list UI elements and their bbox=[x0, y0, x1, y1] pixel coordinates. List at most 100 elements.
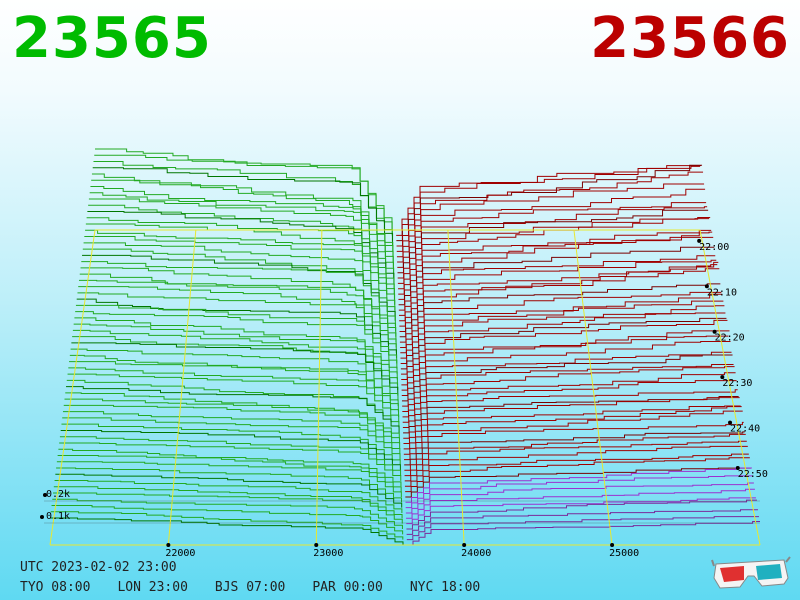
clock-par: PAR 00:00 bbox=[312, 580, 383, 595]
bid-depth-line bbox=[69, 361, 399, 412]
ask-depth-line bbox=[403, 406, 742, 450]
ask-depth-line bbox=[402, 364, 734, 407]
bid-depth-line bbox=[80, 267, 397, 332]
ask-depth-line bbox=[398, 259, 717, 316]
bid-depth-line bbox=[52, 498, 403, 529]
bid-depth-line bbox=[95, 148, 393, 230]
bid-depth-line bbox=[56, 467, 403, 503]
ask-depth-line bbox=[406, 516, 759, 541]
bid-depth-line bbox=[75, 311, 398, 369]
time-tick-mark bbox=[712, 329, 717, 334]
ask-depth-line bbox=[398, 231, 713, 295]
ask-depth-line bbox=[405, 467, 752, 503]
volume-tick-mark bbox=[40, 515, 44, 519]
utc-time: UTC 2023-02-02 23:00 bbox=[20, 560, 177, 575]
world-clocks: TYO 08:00 LON 23:00 BJS 07:00 PAR 00:00 … bbox=[20, 580, 480, 595]
ask-depth-line bbox=[401, 330, 730, 386]
ask-depth-line bbox=[403, 397, 740, 439]
bid-depth-line bbox=[66, 379, 400, 428]
ask-depth-line bbox=[402, 366, 735, 413]
ask-depth-line bbox=[404, 445, 748, 482]
ask-depth-line bbox=[401, 354, 733, 402]
bid-depth-line bbox=[53, 486, 403, 519]
bid-depth-line bbox=[91, 173, 394, 252]
bid-depth-line bbox=[85, 229, 395, 300]
time-tick-label: 22:10 bbox=[707, 287, 737, 298]
time-tick-label: 22:30 bbox=[722, 378, 752, 389]
ask-depth-line bbox=[399, 268, 720, 332]
chart-axes: 22000 23000 24000 25000 0.1k 0.2k 22:00 22:10 22… bbox=[40, 238, 768, 559]
price-tick-label: 24000 bbox=[461, 548, 491, 559]
bid-depth-line bbox=[64, 398, 400, 444]
price-grid-line bbox=[167, 229, 197, 546]
ask-depth-line bbox=[396, 165, 702, 236]
ask-depth-line bbox=[401, 340, 731, 391]
bid-depth-line bbox=[78, 279, 397, 343]
ask-depth-line bbox=[399, 264, 718, 322]
time-tick-label: 22:50 bbox=[738, 469, 768, 480]
clock-nyc: NYC 18:00 bbox=[409, 580, 481, 595]
price-tick-label: 25000 bbox=[609, 548, 639, 559]
bid-price: 23565 bbox=[12, 6, 212, 71]
bid-depth-line bbox=[73, 323, 398, 380]
ask-depth-line bbox=[396, 188, 706, 258]
ask-depth-line bbox=[404, 453, 749, 487]
time-tick-mark bbox=[720, 375, 725, 380]
ask-price: 23566 bbox=[590, 6, 790, 71]
time-tick-mark bbox=[697, 238, 702, 243]
ask-depth-line bbox=[397, 218, 710, 279]
bid-depth-line bbox=[50, 517, 404, 545]
ask-depth-line bbox=[403, 410, 743, 455]
price-tick-mark bbox=[314, 543, 319, 547]
grid-left-rail bbox=[49, 229, 96, 546]
bid-depth-line bbox=[94, 154, 393, 236]
bid-depth-line bbox=[62, 417, 401, 460]
clock-tyo: TYO 08:00 bbox=[20, 580, 91, 595]
ask-depth-line bbox=[404, 421, 744, 461]
ask-depth-line bbox=[400, 317, 727, 370]
bid-depth-line bbox=[59, 436, 402, 476]
ask-depth-line bbox=[402, 389, 738, 429]
grid-right-rail bbox=[699, 229, 761, 546]
volume-tick-mark bbox=[43, 493, 47, 497]
bid-depth-line bbox=[89, 192, 394, 268]
ask-depth-line bbox=[406, 499, 757, 530]
ask-depth-line bbox=[397, 209, 709, 274]
ask-depth-line bbox=[398, 236, 714, 300]
ask-depth-line bbox=[400, 300, 724, 354]
bid-depth-line bbox=[53, 492, 403, 524]
bid-depth-line bbox=[84, 236, 396, 305]
3d-glasses-icon[interactable] bbox=[710, 556, 792, 590]
bid-depth-line bbox=[57, 454, 402, 492]
ask-depth-line bbox=[405, 475, 753, 509]
ask-depth-line bbox=[399, 283, 721, 338]
bid-depth-line bbox=[68, 367, 400, 417]
clock-bjs: BJS 07:00 bbox=[214, 580, 286, 595]
bid-depth-line bbox=[55, 473, 403, 508]
ask-depth-line bbox=[404, 433, 746, 471]
price-grid-line bbox=[573, 229, 613, 546]
bid-depth-line bbox=[86, 217, 395, 289]
ask-depth-line bbox=[403, 405, 741, 445]
ask-depth-line bbox=[405, 457, 750, 493]
time-tick-label: 22:40 bbox=[730, 424, 760, 435]
bid-depth-line bbox=[51, 504, 404, 535]
bid-depth-line bbox=[66, 386, 400, 433]
bid-depth-line bbox=[78, 286, 397, 348]
time-tick-mark bbox=[735, 466, 740, 471]
bid-depth-line bbox=[67, 373, 400, 423]
ask-depth-line bbox=[397, 216, 711, 284]
ask-depth-line bbox=[404, 431, 745, 466]
bid-depth-line bbox=[72, 329, 398, 385]
bid-depth-line bbox=[69, 354, 399, 407]
ask-depth-line bbox=[407, 520, 760, 546]
bid-depth-line bbox=[77, 292, 397, 353]
ask-depth-line bbox=[404, 440, 747, 477]
ask-depth-line bbox=[405, 482, 754, 514]
ask-depth-line bbox=[397, 202, 707, 263]
ask-depth-line bbox=[396, 165, 700, 231]
bid-depth-line bbox=[60, 429, 401, 471]
ask-depth-line bbox=[396, 164, 703, 242]
ask-depth-line bbox=[402, 380, 737, 423]
ask-depth-line bbox=[406, 488, 755, 519]
